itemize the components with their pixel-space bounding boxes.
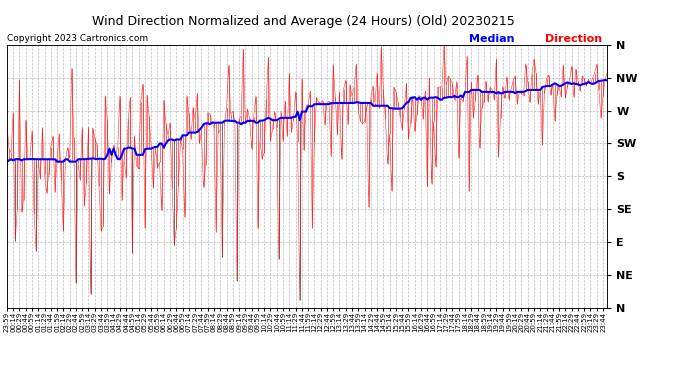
Text: Copyright 2023 Cartronics.com: Copyright 2023 Cartronics.com — [7, 34, 148, 43]
Text: Direction: Direction — [545, 34, 602, 44]
Text: Wind Direction Normalized and Average (24 Hours) (Old) 20230215: Wind Direction Normalized and Average (2… — [92, 15, 515, 28]
Text: Median: Median — [469, 34, 515, 44]
